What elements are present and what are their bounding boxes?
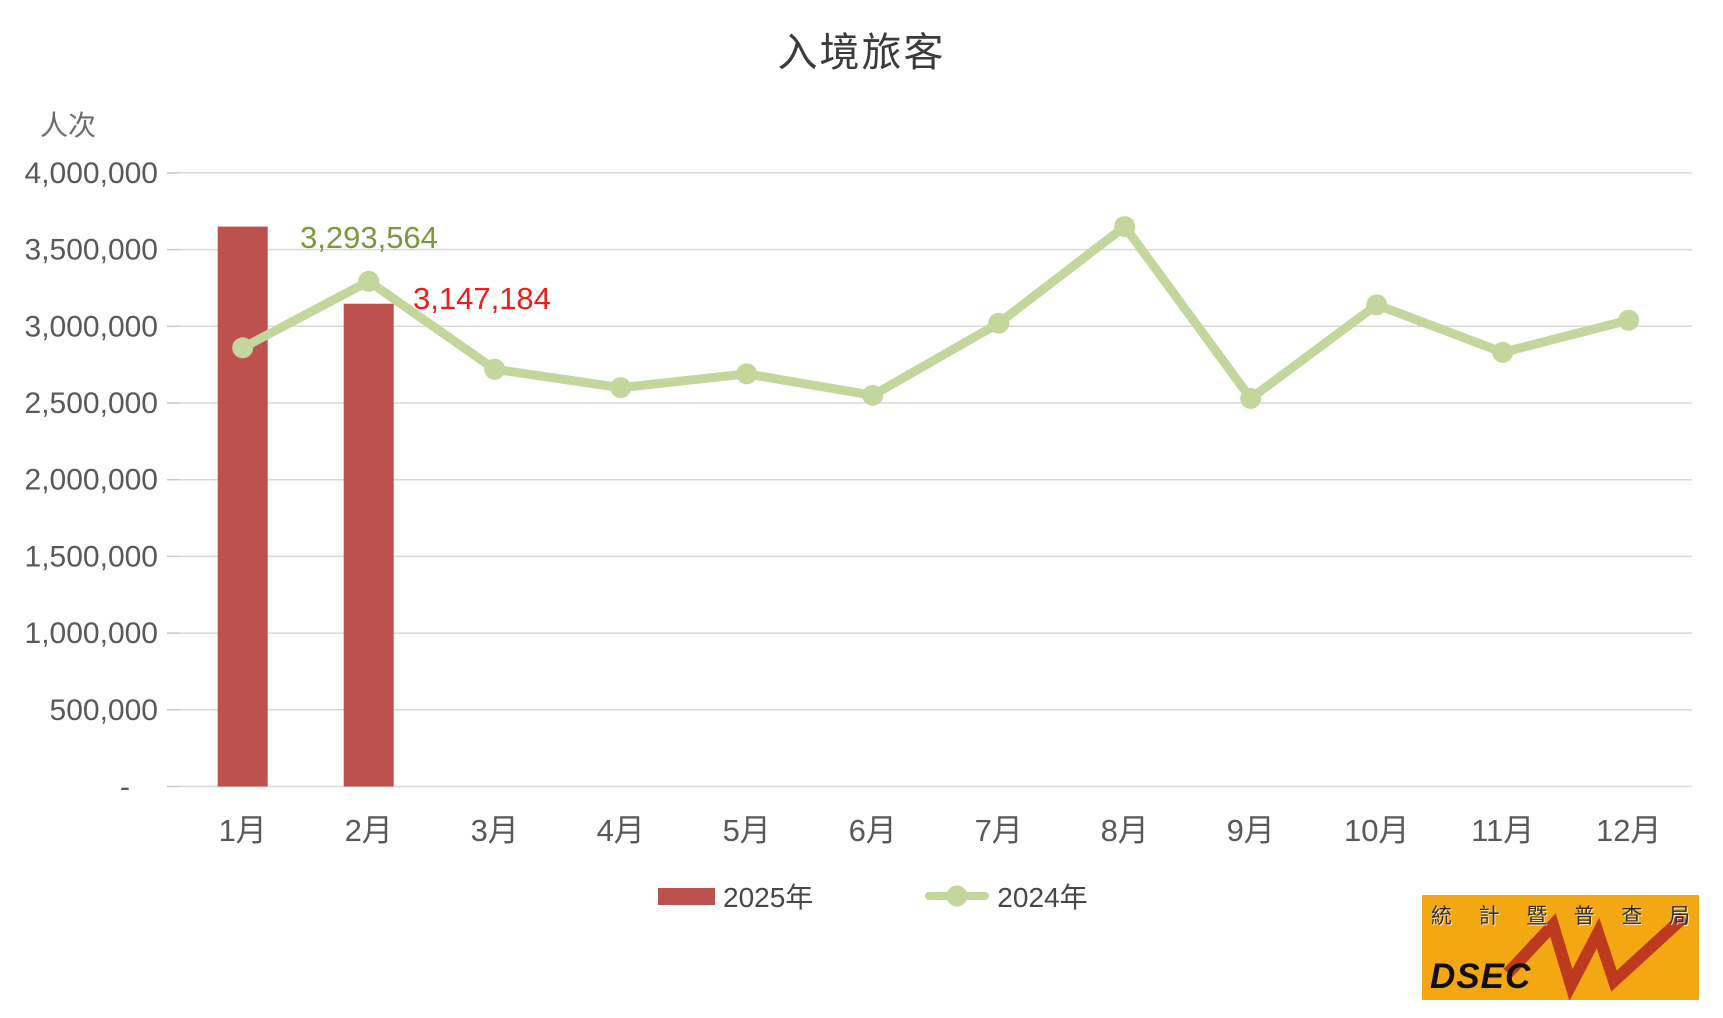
x-axis-tick-label: 10月 [1344, 813, 1409, 848]
y-axis-tick-label: 2,000,000 [25, 464, 158, 497]
point-2024年-4月 [610, 377, 632, 399]
x-axis-tick-label: 2月 [345, 813, 393, 848]
legend-label-2025: 2025年 [723, 882, 814, 913]
x-axis-tick-label: 7月 [975, 813, 1023, 848]
legend: 2025年 2024年 [658, 874, 1088, 918]
x-axis-tick-label: 12月 [1596, 813, 1661, 848]
x-axis-tick-label: 3月 [471, 813, 519, 848]
bar-2025年-2月 [343, 303, 394, 787]
point-2024年-8月 [1114, 216, 1136, 238]
point-2024年-11月 [1492, 341, 1514, 363]
legend-swatch-2024-marker [946, 885, 968, 907]
point-2024年-3月 [484, 358, 506, 380]
point-2024年-10月 [1366, 294, 1388, 316]
y-axis-tick-label: 3,000,000 [25, 310, 158, 343]
point-2024年-9月 [1240, 387, 1262, 409]
logo-zigzag-icon [1503, 912, 1689, 1000]
dsec-logo: 統 計 暨 普 查 局 DSEC [1422, 895, 1699, 1000]
x-axis-tick-label: 8月 [1101, 813, 1149, 848]
logo-char: 普 [1573, 905, 1595, 928]
logo-char: 查 [1621, 905, 1643, 928]
x-axis-tick-label: 1月 [219, 813, 267, 848]
logo-char: 局 [1668, 905, 1690, 928]
legend-item-2024: 2024年 [925, 876, 1088, 916]
y-axis-tick-label: 500,000 [50, 694, 158, 727]
chart-title: 入境旅客 [777, 31, 946, 75]
y-axis-unit-label: 人次 [40, 110, 97, 141]
y-axis-tick-label: 3,500,000 [25, 234, 158, 267]
legend-swatch-2025-bar [658, 887, 715, 905]
x-axis-tick-label: 11月 [1471, 813, 1534, 848]
logo-acronym: DSEC [1430, 957, 1532, 996]
legend-item-2025: 2025年 [658, 876, 813, 916]
point-2024年-12月 [1618, 309, 1640, 331]
logo-char: 暨 [1526, 905, 1548, 928]
bar-2025年-1月 [217, 226, 268, 787]
point-2024年-1月 [232, 337, 254, 359]
legend-swatch-2024-line [925, 885, 990, 907]
line-2024年 [238, 222, 1634, 403]
data-label-2024年-2月: 3,293,564 [300, 220, 438, 255]
x-axis-tick-label: 4月 [597, 813, 645, 848]
logo-char: 計 [1478, 905, 1500, 928]
y-axis-tick-label: 1,000,000 [25, 617, 158, 650]
y-axis-tick-label: 4,000,000 [25, 157, 158, 190]
y-axis-tick-label: - [120, 771, 130, 804]
logo-char: 統 [1431, 905, 1452, 928]
point-2024年-7月 [988, 312, 1010, 334]
point-2024年-5月 [736, 363, 758, 385]
data-label-2025年-2月: 3,147,184 [413, 281, 551, 316]
point-2024年-6月 [862, 384, 884, 406]
x-axis-tick-label: 5月 [723, 813, 771, 848]
x-axis-tick-label: 9月 [1227, 813, 1275, 848]
y-axis-tick-label: 1,500,000 [25, 540, 158, 573]
x-axis-tick-label: 6月 [849, 813, 897, 848]
logo-agency-name: 統計暨普查局 [1431, 900, 1690, 930]
point-2024年-2月 [358, 270, 380, 292]
y-axis-tick-label: 2,500,000 [25, 387, 158, 420]
legend-label-2024: 2024年 [997, 882, 1088, 913]
